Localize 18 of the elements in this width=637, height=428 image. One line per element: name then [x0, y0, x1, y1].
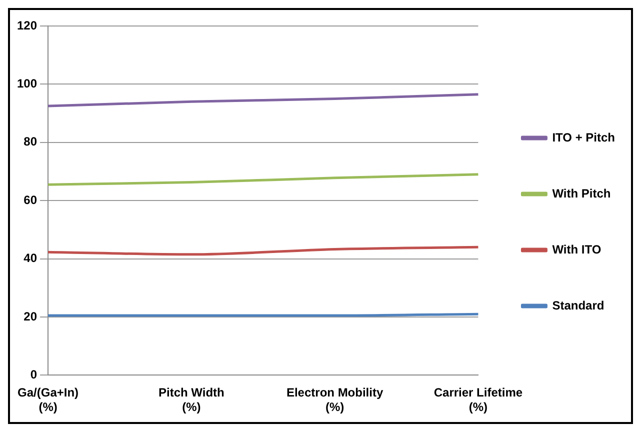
x-tick-label: Pitch Width (%) — [158, 386, 224, 414]
y-tick-label: 0 — [30, 368, 38, 382]
line-series — [46, 173, 480, 186]
legend-label: With ITO — [552, 242, 602, 256]
x-tick-label: Carrier Lifetime (%) — [434, 386, 523, 414]
legend-label: ITO + Pitch — [552, 130, 615, 144]
y-tick-label: 120 — [16, 18, 38, 32]
legend-label: With Pitch — [552, 186, 611, 200]
y-tick-label: 100 — [16, 76, 38, 91]
line-series — [46, 246, 480, 256]
line-series — [46, 93, 480, 108]
y-tick-label: 80 — [24, 134, 38, 149]
y-tick-label: 40 — [24, 251, 38, 266]
y-tick-label: 60 — [24, 192, 38, 207]
y-tick-label: 20 — [24, 309, 38, 324]
x-tick-label: Ga/(Ga+In) (%) — [18, 386, 79, 414]
x-tick-label: Electron Mobility (%) — [286, 386, 384, 414]
legend-label: Standard — [552, 298, 604, 312]
